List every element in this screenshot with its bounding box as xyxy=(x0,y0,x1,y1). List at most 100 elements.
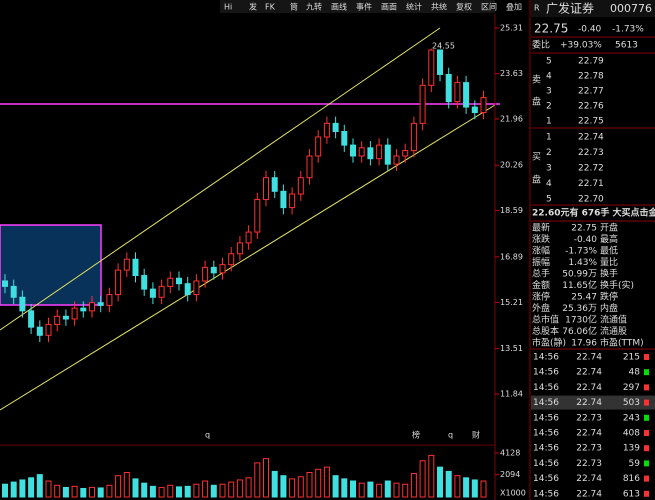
y-tick-label: 18.59 xyxy=(500,206,523,215)
tick-arrow xyxy=(644,384,649,391)
toolbar-item[interactable]: 发 xyxy=(249,2,257,12)
tick-time: 14:56 xyxy=(533,368,559,378)
toolbar-item[interactable]: 叠加 xyxy=(506,2,522,12)
event-marker[interactable]: 财 xyxy=(472,430,480,440)
buy-price: 22.74 xyxy=(578,133,604,143)
tick-time: 14:56 xyxy=(533,398,559,408)
tick-time: 14:56 xyxy=(533,474,559,484)
stat-label: 内盘 xyxy=(600,302,618,314)
stat-value: 11.65亿 xyxy=(562,279,597,291)
volume-bar xyxy=(132,478,139,498)
volume-bar xyxy=(393,482,400,498)
stat-label: 最高 xyxy=(600,233,618,245)
candle-body xyxy=(62,315,69,320)
toolbar-item[interactable]: 复权 xyxy=(456,2,472,12)
volume-bar xyxy=(176,486,182,498)
volume-bar xyxy=(28,477,35,498)
tick-arrow xyxy=(644,430,649,436)
volume-bar xyxy=(54,484,61,498)
tick-arrow xyxy=(644,399,649,406)
event-marker[interactable]: q xyxy=(448,431,453,440)
volume-bar xyxy=(419,460,426,498)
tick-volume: 816 xyxy=(623,474,640,484)
stat-label: 外盘 xyxy=(532,302,550,314)
toolbar-item[interactable]: Hi xyxy=(224,3,232,12)
stat-label: 涨停 xyxy=(532,291,550,303)
candle-body xyxy=(115,269,122,296)
sell-price: 22.77 xyxy=(578,87,604,97)
ratio-label: 委比 xyxy=(532,39,550,51)
volume-bar xyxy=(445,470,452,498)
toolbar-item[interactable]: 统计 xyxy=(406,2,422,12)
tick-price: 22.74 xyxy=(576,474,602,484)
buy-price: 22.70 xyxy=(578,195,604,205)
stat-value: 76.06亿 xyxy=(562,325,597,337)
volume-bar xyxy=(97,487,104,498)
candle-body xyxy=(263,177,269,200)
toolbar-item[interactable]: 共统 xyxy=(431,2,447,12)
notice[interactable]: 22.60元有 676手 大买点击金 xyxy=(532,207,655,219)
tick-time: 14:56 xyxy=(533,489,559,499)
event-marker[interactable]: 榜 xyxy=(412,430,420,440)
quote-header xyxy=(531,0,655,17)
toolbar-item[interactable]: 画线 xyxy=(331,2,347,12)
tick-volume: 48 xyxy=(629,368,641,378)
stat-label: 最低 xyxy=(600,245,618,257)
toolbar-item[interactable]: 筒 xyxy=(290,2,298,12)
candle-body xyxy=(184,283,191,296)
candle-body xyxy=(176,277,182,285)
candle-body xyxy=(306,155,313,179)
candle-body xyxy=(97,302,104,306)
volume-bar xyxy=(454,475,461,498)
volume-bar xyxy=(402,483,409,498)
volume-bar xyxy=(202,480,209,498)
buy-price: 22.71 xyxy=(578,179,604,189)
change: -0.40 xyxy=(578,25,602,35)
candle-body xyxy=(2,280,8,287)
v-tick-label: 4128 xyxy=(500,449,520,458)
candle-body xyxy=(123,258,130,271)
v-tick-label: 2094 xyxy=(500,470,520,479)
toolbar xyxy=(220,0,495,13)
stat-label: 开盘 xyxy=(600,222,618,234)
stat-value: 17.96 xyxy=(571,339,597,349)
volume-bar xyxy=(367,481,374,498)
stat-value: 25.36万 xyxy=(562,304,597,314)
candle-body xyxy=(10,285,17,298)
tick-time: 14:56 xyxy=(533,413,559,423)
volume-bar xyxy=(10,481,17,498)
toolbar-item[interactable]: 区间 xyxy=(481,3,497,12)
volume-bar xyxy=(263,458,269,498)
candle-body xyxy=(89,302,95,312)
toolbar-item[interactable]: 事件 xyxy=(356,2,372,12)
candle-body xyxy=(437,49,443,75)
range-box xyxy=(0,224,102,306)
volume-bar xyxy=(80,487,87,498)
candle-body xyxy=(289,193,296,209)
volume-bar xyxy=(71,485,78,498)
volume-bar xyxy=(358,482,365,498)
toolbar-item[interactable]: 画面 xyxy=(381,3,397,12)
volume-bar xyxy=(210,484,217,498)
tick-price: 22.74 xyxy=(576,398,602,408)
buy-level: 3 xyxy=(546,164,552,174)
volume-bar xyxy=(184,485,191,498)
toolbar-item[interactable]: 九转 xyxy=(306,2,322,12)
stat-label: 总股本 xyxy=(532,325,559,337)
tick-arrow xyxy=(644,475,649,482)
stat-value: -1.73% xyxy=(565,247,597,257)
stat-value: 22.75 xyxy=(571,224,597,234)
sell-price: 22.75 xyxy=(578,117,604,127)
event-marker[interactable]: q xyxy=(205,431,210,440)
side-label: 盘 xyxy=(532,96,541,108)
candle-body xyxy=(149,288,156,298)
tick-arrow xyxy=(644,445,649,452)
tick-arrow xyxy=(644,369,649,376)
candle-body xyxy=(297,177,304,195)
tick-volume: 297 xyxy=(623,383,640,393)
candle-body xyxy=(202,266,209,282)
toolbar-item[interactable]: FK xyxy=(265,3,276,12)
candle-body xyxy=(445,73,452,103)
